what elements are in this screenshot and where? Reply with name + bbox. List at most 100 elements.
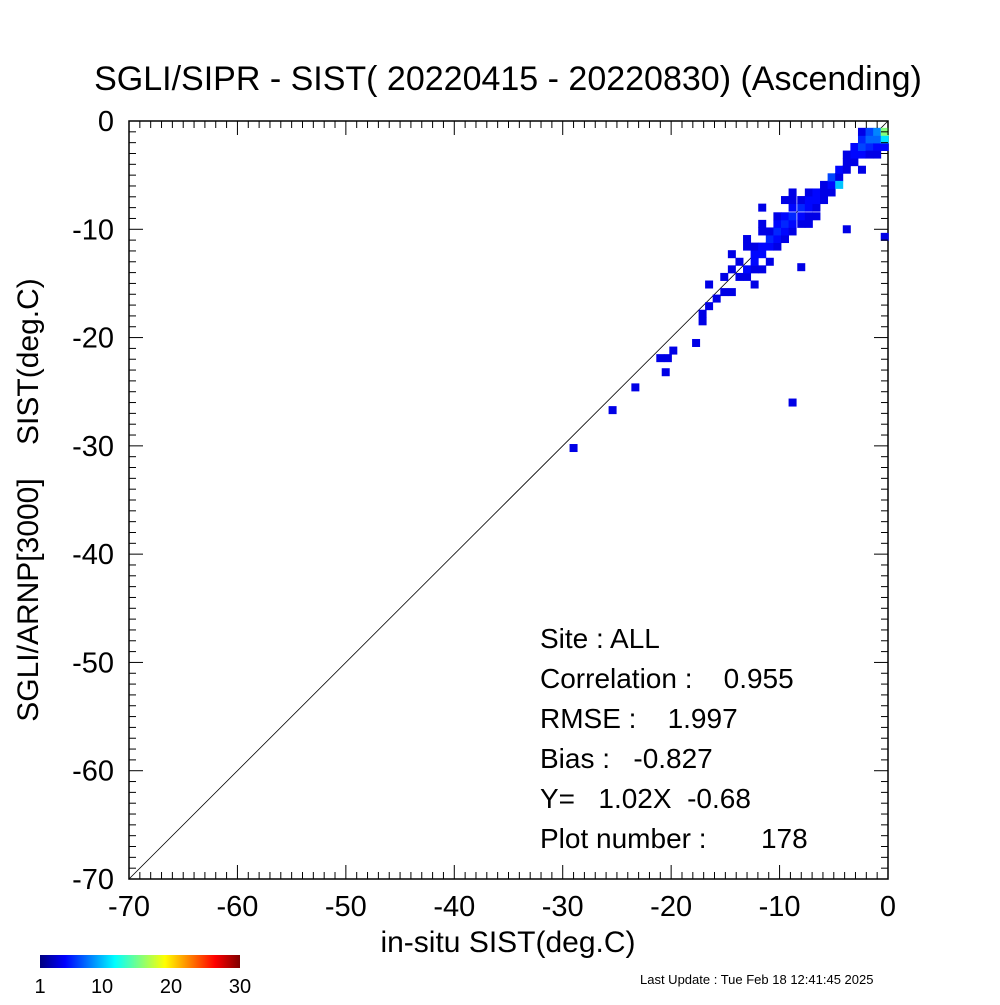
density-cell	[743, 242, 752, 251]
density-cell	[788, 227, 797, 236]
density-cell	[804, 219, 813, 228]
y-tick-label: -60	[72, 756, 114, 788]
density-cell	[705, 280, 714, 289]
x-axis-label: in-situ SIST(deg.C)	[380, 926, 635, 959]
density-cell	[765, 227, 774, 236]
density-cell	[758, 227, 767, 236]
colorbar-tick-label: 1	[34, 976, 45, 998]
density-cell	[758, 265, 767, 274]
chart-title: SGLI/SIPR - SIST( 20220415 - 20220830) (…	[94, 60, 922, 98]
density-cell	[827, 173, 836, 182]
density-cell	[850, 150, 859, 159]
density-cell	[773, 227, 782, 236]
x-tick-label: -30	[542, 891, 584, 923]
density-cell	[812, 188, 821, 197]
y-tick-labels: 0 -10 -20 -30 -40 -50 -60 -70	[72, 106, 114, 896]
density-cell	[857, 135, 866, 144]
density-cell	[765, 242, 774, 251]
density-cell	[873, 127, 882, 136]
density-cell	[743, 235, 752, 244]
density-cell	[765, 257, 774, 266]
density-cell	[850, 158, 859, 167]
density-cell	[773, 219, 782, 228]
density-cell	[758, 242, 767, 251]
density-cell	[865, 142, 874, 151]
density-cell	[720, 288, 729, 297]
density-cell	[865, 150, 874, 159]
x-tick-label: -60	[216, 891, 258, 923]
density-cell	[812, 212, 821, 221]
density-cell	[780, 235, 789, 244]
colorbar-labels: 1 10 20 30	[34, 976, 251, 998]
density-cell	[712, 294, 721, 303]
density-cell	[773, 212, 782, 221]
density-cell	[835, 180, 844, 189]
density-cell	[865, 127, 874, 136]
density-cell	[804, 196, 813, 205]
axis-ticks	[128, 120, 889, 880]
stat-regression: Y= 1.02X -0.68	[540, 783, 751, 814]
colorbar-tick-label: 20	[160, 976, 182, 998]
stat-plot-number: Plot number : 178	[540, 823, 808, 854]
density-cell	[788, 219, 797, 228]
y-tick-label: -30	[72, 431, 114, 463]
density-cell	[758, 250, 767, 259]
y-tick-label: -10	[72, 214, 114, 246]
density-cell	[842, 150, 851, 159]
x-tick-label: 0	[880, 891, 896, 923]
density-cell	[835, 165, 844, 174]
density-cell	[608, 406, 617, 415]
density-cell	[797, 263, 806, 272]
density-cell	[804, 203, 813, 212]
density-cell	[880, 142, 889, 151]
stat-bias: Bias : -0.827	[540, 743, 713, 774]
last-update: Last Update : Tue Feb 18 12:41:45 2025	[640, 972, 873, 987]
density-cell	[727, 265, 736, 274]
density-cell	[850, 142, 859, 151]
density-cell	[669, 346, 678, 355]
x-tick-label: -10	[759, 891, 801, 923]
x-tick-label: -70	[108, 891, 150, 923]
density-cell	[780, 212, 789, 221]
density-cell	[842, 225, 851, 234]
density-cell	[820, 188, 829, 197]
density-cell	[857, 165, 866, 174]
stats-box: Site : ALL Correlation : 0.955 RMSE : 1.…	[540, 623, 808, 854]
density-cell	[797, 203, 806, 212]
density-cell	[797, 219, 806, 228]
density-cells	[569, 127, 889, 453]
density-cell	[873, 135, 882, 144]
density-cell	[857, 142, 866, 151]
density-cell	[880, 135, 889, 144]
density-cell	[735, 257, 744, 266]
density-cell	[765, 235, 774, 244]
density-cell	[705, 302, 714, 311]
density-cell	[743, 265, 752, 274]
density-cell	[827, 180, 836, 189]
density-cell	[780, 219, 789, 228]
density-cell	[773, 242, 782, 251]
colorbar-tick-label: 30	[229, 976, 251, 998]
density-cell	[758, 203, 767, 212]
y-axis-label: SGLI/ARNP[3000] SIST(deg.C)	[12, 278, 45, 722]
density-cell	[773, 235, 782, 244]
colorbar	[40, 955, 240, 968]
stat-correlation: Correlation : 0.955	[540, 663, 794, 694]
density-cell	[820, 180, 829, 189]
density-cell	[735, 272, 744, 281]
stat-site: Site : ALL	[540, 623, 660, 654]
density-cell	[873, 150, 882, 159]
density-cell	[804, 188, 813, 197]
density-cell	[865, 135, 874, 144]
density-cell	[820, 196, 829, 205]
density-cell	[631, 383, 640, 392]
density-cell	[788, 196, 797, 205]
colorbar-tick-label: 10	[91, 976, 113, 998]
density-cell	[880, 232, 889, 241]
density-cell	[663, 354, 672, 363]
density-cell	[750, 280, 759, 289]
density-cell	[698, 309, 707, 318]
density-cell	[569, 444, 578, 453]
y-tick-label: -40	[72, 539, 114, 571]
density-cell	[857, 127, 866, 136]
